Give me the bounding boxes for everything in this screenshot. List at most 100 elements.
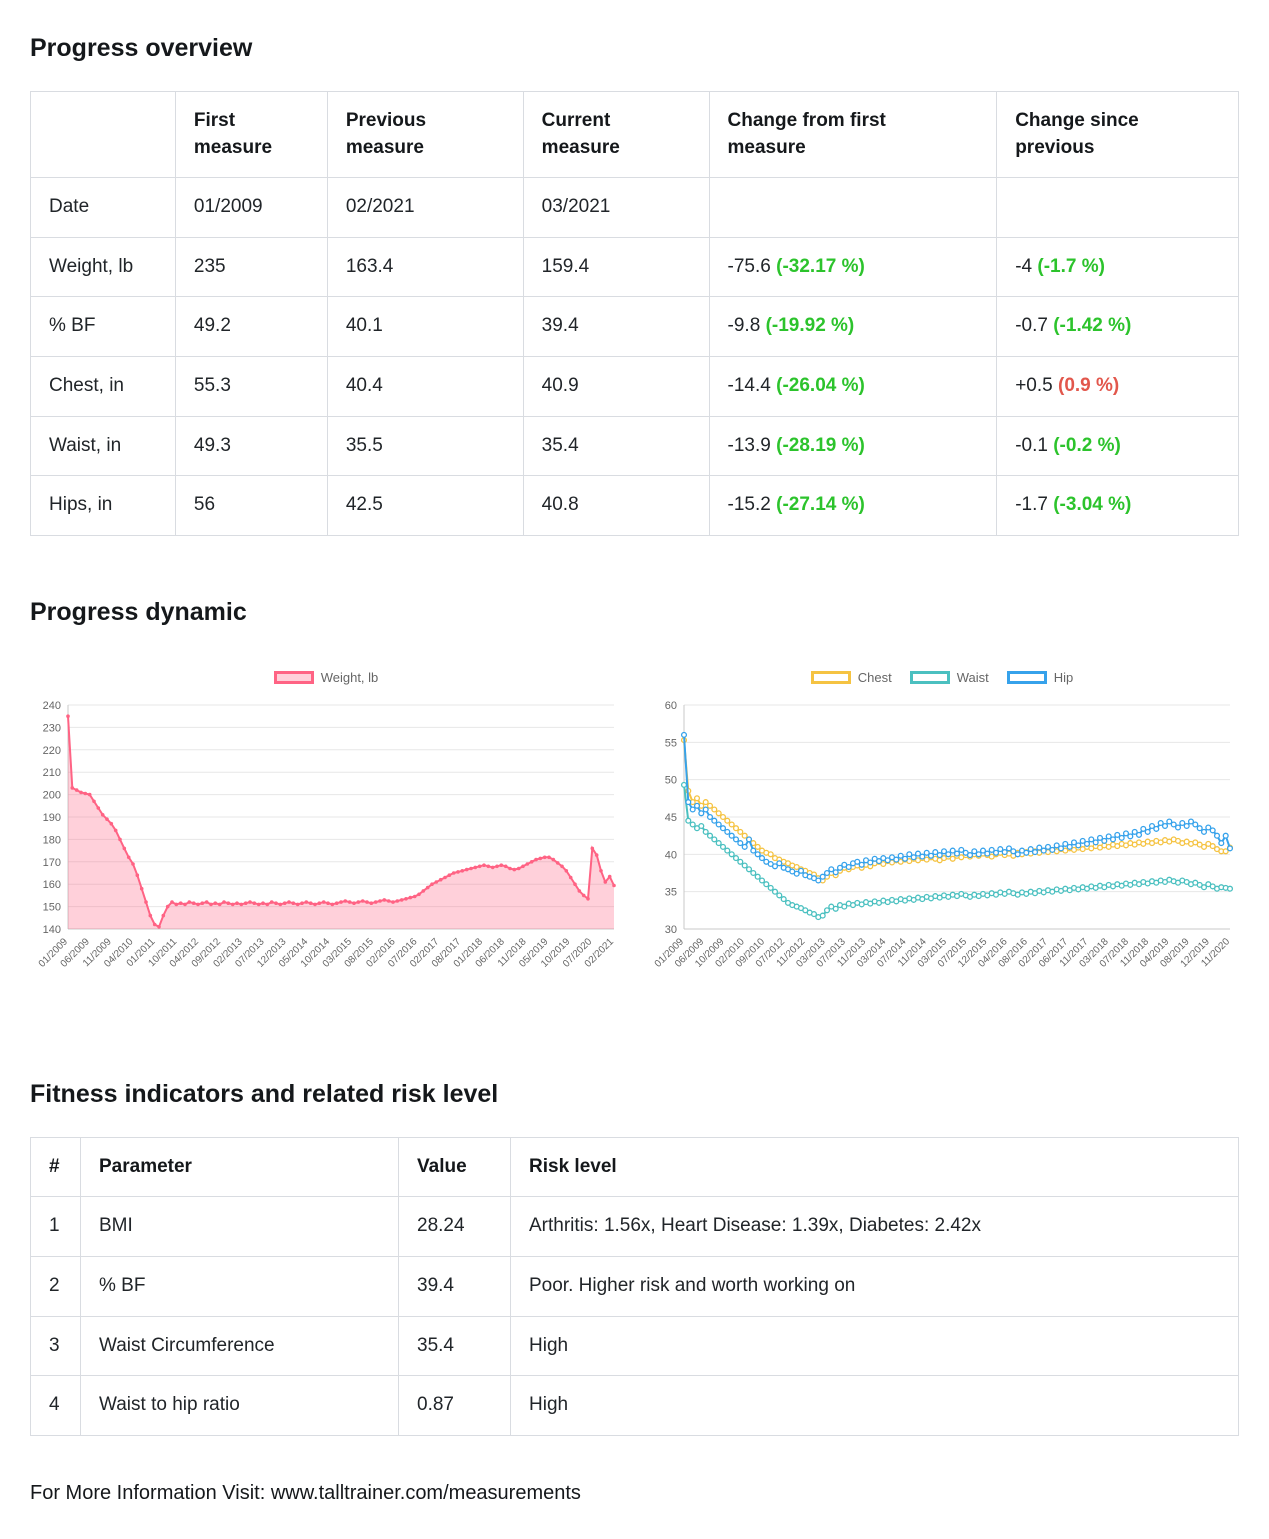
parameter-value: 39.4 xyxy=(398,1255,511,1317)
risk-header-cell: # xyxy=(30,1136,81,1198)
risk-level-text: Poor. Higher risk and worth working on xyxy=(510,1255,1239,1317)
change-percent: (-27.14 %) xyxy=(776,494,865,516)
legend-swatch xyxy=(273,671,314,685)
risk-table-row: 1 BMI 28.24 Arthritis: 1.56x, Heart Disease… xyxy=(30,1196,1239,1257)
measure-value: 02/2021 xyxy=(326,177,524,238)
legend-label: Waist xyxy=(956,670,989,686)
overview-header-cell: Previous measure xyxy=(326,90,524,179)
svg-text:60: 60 xyxy=(665,700,677,712)
svg-text:40: 40 xyxy=(665,849,677,861)
svg-text:140: 140 xyxy=(43,924,61,936)
parameter-value: 28.24 xyxy=(398,1196,511,1257)
measure-value: 163.4 xyxy=(326,236,524,298)
girth-line-chart: 3035404550556001/200906/200910/200902/20… xyxy=(653,700,1234,969)
change-percent: (-3.04 %) xyxy=(1053,494,1132,516)
svg-text:230: 230 xyxy=(43,722,61,734)
overview-table-row: Hips, in 56 42.5 40.8 -15.2 (-27.14 %) -1.7 (… xyxy=(30,475,1239,536)
parameter-value: 0.87 xyxy=(398,1375,511,1436)
measure-value: 40.9 xyxy=(522,355,710,417)
risk-level-table: # Parameter Value Risk level 1 BMI 28.24 Arthr… xyxy=(30,1136,1239,1436)
svg-text:35: 35 xyxy=(665,886,677,898)
legend-swatch xyxy=(810,671,851,685)
change-amount: -15.2 xyxy=(727,494,777,516)
change-amount: -0.1 xyxy=(1015,434,1054,456)
legend-swatch xyxy=(909,671,950,685)
svg-text:160: 160 xyxy=(43,879,61,891)
change-value: +0.5 (0.9 %) xyxy=(996,355,1239,417)
measure-value: 35.5 xyxy=(326,415,524,477)
row-label: % BF xyxy=(30,296,176,357)
legend-label: Weight, lb xyxy=(320,670,379,686)
parameter-name: Waist Circumference xyxy=(80,1315,399,1377)
weight-chart: Weight, lb 140 150 160 170 180 190 200 210 220 23… xyxy=(30,667,622,1014)
measure-value: 235 xyxy=(174,236,328,298)
risk-table-row: 4 Waist to hip ratio 0.87 High xyxy=(30,1375,1239,1436)
change-percent: (-28.19 %) xyxy=(776,434,865,456)
legend-swatch xyxy=(1006,671,1047,685)
row-label: Weight, lb xyxy=(30,236,176,298)
change-amount: -75.6 xyxy=(727,255,777,277)
legend-item-waist[interactable]: Waist xyxy=(909,670,989,686)
row-label: Chest, in xyxy=(30,355,176,417)
legend-item-chest[interactable]: Chest xyxy=(810,670,892,685)
legend-label: Hip xyxy=(1053,670,1074,686)
row-number: 1 xyxy=(30,1196,81,1257)
risk-header-cell: Value xyxy=(398,1136,511,1198)
girth-chart-legend: Chest Waist Hip xyxy=(646,667,1238,689)
measure-value: 159.4 xyxy=(522,236,710,298)
measure-value: 01/2009 xyxy=(174,177,328,238)
overview-table-row: Weight, lb 235 163.4 159.4 -75.6 (-32.17 %) -… xyxy=(30,236,1239,298)
measure-value: 55.3 xyxy=(174,355,328,417)
svg-text:200: 200 xyxy=(43,789,61,801)
overview-header-cell: Change from first measure xyxy=(708,90,998,179)
risk-level-text: High xyxy=(510,1375,1239,1436)
overview-header-cell: Current measure xyxy=(522,90,710,179)
change-amount: -0.7 xyxy=(1015,315,1054,337)
row-number: 3 xyxy=(30,1315,81,1377)
change-amount: -13.9 xyxy=(727,434,777,456)
girth-chart: Chest Waist Hip 30 35 40 45 50 55 60 01/2009 06/20… xyxy=(646,667,1238,1014)
risk-table-row: 3 Waist Circumference 35.4 High xyxy=(30,1315,1239,1377)
section-title-fitness-indicators: Fitness indicators and related risk leve… xyxy=(30,1079,499,1108)
change-percent: (0.9 %) xyxy=(1058,374,1120,396)
legend-item-hip[interactable]: Hip xyxy=(1006,670,1074,686)
svg-text:240: 240 xyxy=(43,700,61,712)
measure-value: 49.3 xyxy=(174,415,328,477)
measure-value: 42.5 xyxy=(326,475,524,536)
change-value: -13.9 (-28.19 %) xyxy=(708,415,998,477)
risk-header-row: # Parameter Value Risk level xyxy=(30,1136,1239,1198)
change-amount: -1.7 xyxy=(1015,494,1054,516)
measure-value: 39.4 xyxy=(522,296,710,357)
risk-header-cell: Risk level xyxy=(510,1136,1239,1198)
change-percent: (-26.04 %) xyxy=(776,374,865,396)
svg-text:55: 55 xyxy=(665,737,677,749)
row-number: 4 xyxy=(30,1375,81,1436)
measure-value: 03/2021 xyxy=(522,177,710,238)
change-percent: (-0.2 %) xyxy=(1053,434,1121,456)
svg-text:30: 30 xyxy=(665,924,677,936)
change-value xyxy=(708,177,998,238)
change-amount: -4 xyxy=(1015,255,1038,277)
measure-value: 40.8 xyxy=(522,475,710,536)
section-title-progress-overview: Progress overview xyxy=(30,34,253,62)
svg-text:180: 180 xyxy=(43,834,61,846)
svg-text:190: 190 xyxy=(43,812,61,824)
risk-header-cell: Parameter xyxy=(80,1136,399,1198)
risk-level-text: High xyxy=(510,1315,1239,1377)
parameter-name: % BF xyxy=(80,1255,399,1317)
legend-item-weight-lb[interactable]: Weight, lb xyxy=(273,670,379,686)
section-title-progress-dynamic: Progress dynamic xyxy=(30,597,247,626)
svg-text:170: 170 xyxy=(43,857,61,869)
change-value: -1.7 (-3.04 %) xyxy=(996,475,1239,536)
row-number: 2 xyxy=(30,1255,81,1317)
parameter-value: 35.4 xyxy=(398,1315,511,1377)
row-label: Waist, in xyxy=(30,415,176,477)
parameter-name: Waist to hip ratio xyxy=(80,1375,399,1436)
weight-chart-legend: Weight, lb xyxy=(30,667,622,689)
svg-text:50: 50 xyxy=(665,774,677,786)
measure-value: 40.4 xyxy=(326,355,524,417)
svg-text:45: 45 xyxy=(665,812,677,824)
change-value: -75.6 (-32.17 %) xyxy=(708,236,998,298)
progress-overview-table: First measure Previous measure Current mea… xyxy=(30,90,1239,536)
